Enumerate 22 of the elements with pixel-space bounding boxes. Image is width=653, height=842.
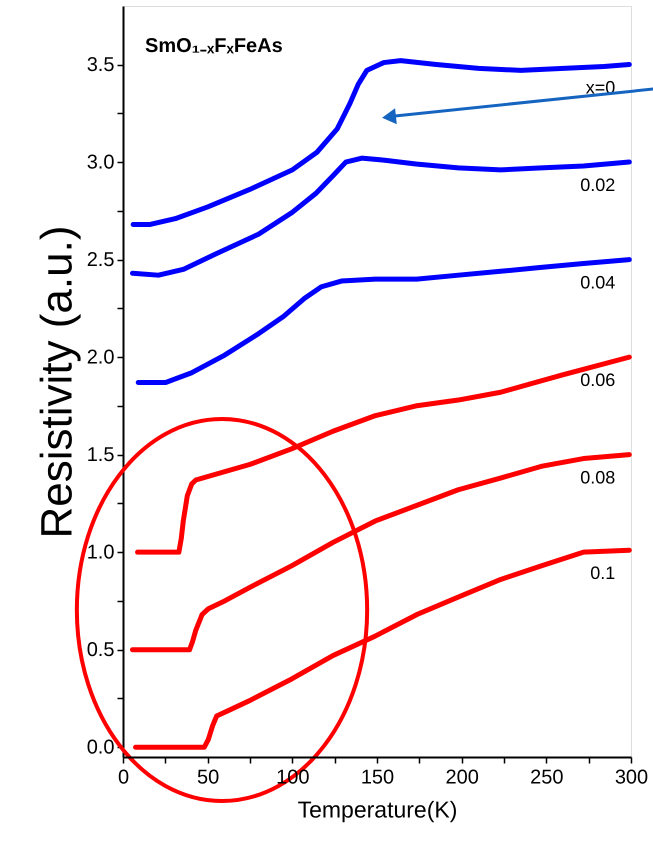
series-label: 0.1 [590,563,616,584]
x-tick-label: 0 [118,766,130,788]
series-label: 0.08 [580,468,616,488]
y-tick-label: 0.0 [86,736,114,759]
series-label: 0.06 [580,370,616,390]
y-tick-label: 2.5 [86,249,114,272]
x-tick-label: 150 [360,766,394,788]
y-tick-label: 3.5 [86,54,114,76]
x-tick-label: 200 [445,766,479,788]
y-axis-title: Resistivity (a.u.) [32,226,82,538]
y-tick-label: 1.0 [86,542,114,564]
series-label: 0.02 [580,175,616,196]
y-tick-label: 1.5 [86,444,114,466]
y-tick-label: 3.0 [86,152,114,174]
text: SmO₁₋ₓFₓFeAs [145,35,283,57]
x-axis-title: Temperature(K) [298,796,458,822]
series-label: 0.04 [580,272,616,293]
y-tick-label: 2.0 [86,346,114,369]
y-tick-label: 0.5 [86,639,114,662]
x-tick-label: 250 [530,766,564,788]
x-tick-label: 50 [197,766,220,788]
x-tick-label: 300 [614,766,648,788]
